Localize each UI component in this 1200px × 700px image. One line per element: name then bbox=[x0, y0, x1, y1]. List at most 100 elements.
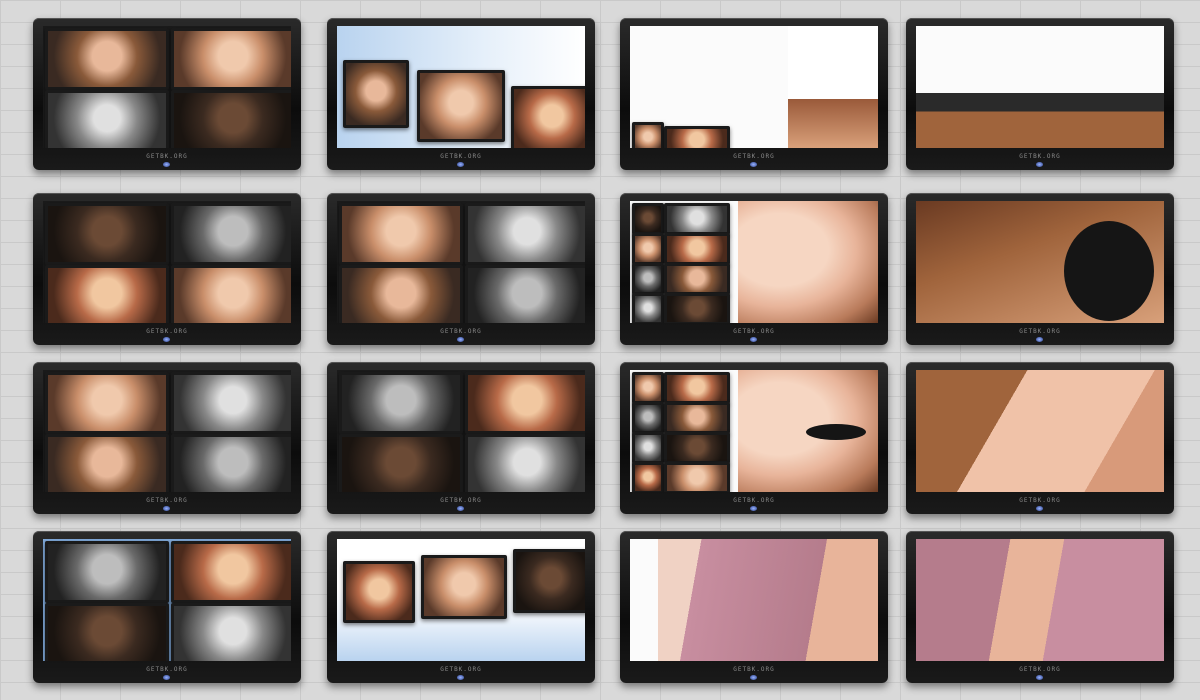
tv-monitor: GETBK.ORG bbox=[33, 531, 301, 683]
tv-monitor: GETBK.ORG bbox=[620, 193, 888, 345]
tv-screen bbox=[630, 539, 878, 661]
headphone-icon bbox=[1064, 221, 1154, 321]
tv-monitor: GETBK.ORG bbox=[327, 18, 595, 170]
tv-monitor: GETBK.ORG bbox=[33, 193, 301, 345]
video-tile bbox=[45, 541, 169, 603]
power-led-icon bbox=[750, 675, 757, 680]
video-tile bbox=[664, 263, 730, 295]
video-tile bbox=[632, 293, 664, 323]
video-tile bbox=[664, 402, 730, 434]
tv-monitor: GETBK.ORG bbox=[906, 531, 1174, 683]
video-tile bbox=[171, 603, 291, 661]
tv-screen bbox=[916, 539, 1164, 661]
video-tile bbox=[664, 462, 730, 492]
video-tile bbox=[632, 263, 664, 295]
tv-screen bbox=[337, 370, 585, 492]
video-tile bbox=[417, 70, 505, 142]
microphone-icon bbox=[806, 424, 866, 440]
power-led-icon bbox=[1036, 506, 1043, 511]
power-led-icon bbox=[163, 337, 170, 342]
tv-monitor: GETBK.ORG bbox=[327, 193, 595, 345]
tv-screen bbox=[337, 539, 585, 661]
tv-monitor: GETBK.ORG bbox=[620, 531, 888, 683]
video-tile bbox=[45, 372, 169, 434]
tv-monitor: GETBK.ORG bbox=[327, 362, 595, 514]
woman-face bbox=[788, 26, 878, 148]
video-tile bbox=[171, 541, 291, 603]
video-tile bbox=[465, 434, 585, 492]
tv-monitor: GETBK.ORG bbox=[33, 18, 301, 170]
video-tile bbox=[632, 432, 664, 464]
tv-brand-label: GETBK.ORG bbox=[733, 666, 775, 673]
tv-screen bbox=[916, 370, 1164, 492]
video-tile bbox=[632, 402, 664, 434]
tv-screen bbox=[916, 201, 1164, 323]
video-tile bbox=[171, 90, 291, 148]
tv-screen bbox=[337, 26, 585, 148]
video-tile bbox=[664, 126, 730, 148]
video-tile bbox=[664, 372, 730, 404]
sweater bbox=[916, 539, 1164, 661]
video-tile bbox=[632, 233, 664, 265]
hand-on-headset bbox=[916, 370, 1164, 492]
video-tile bbox=[45, 90, 169, 148]
video-tile bbox=[632, 203, 664, 235]
video-tile bbox=[465, 265, 585, 323]
power-led-icon bbox=[163, 506, 170, 511]
power-led-icon bbox=[1036, 675, 1043, 680]
video-tile bbox=[45, 603, 169, 661]
tv-monitor: GETBK.ORG bbox=[906, 18, 1174, 170]
tv-screen bbox=[916, 26, 1164, 148]
video-tile bbox=[632, 122, 664, 148]
tv-brand-label: GETBK.ORG bbox=[146, 497, 188, 504]
tv-brand-label: GETBK.ORG bbox=[1019, 666, 1061, 673]
video-tile bbox=[343, 60, 409, 128]
tv-monitor: GETBK.ORG bbox=[620, 362, 888, 514]
power-led-icon bbox=[163, 162, 170, 167]
tv-screen bbox=[630, 26, 878, 148]
woman-face bbox=[738, 201, 878, 323]
tv-brand-label: GETBK.ORG bbox=[440, 666, 482, 673]
video-tile bbox=[664, 203, 730, 235]
video-tile bbox=[171, 28, 291, 90]
video-tile bbox=[632, 462, 664, 492]
power-led-icon bbox=[457, 506, 464, 511]
tv-brand-label: GETBK.ORG bbox=[146, 666, 188, 673]
tv-brand-label: GETBK.ORG bbox=[440, 328, 482, 335]
woman-face bbox=[658, 539, 878, 661]
headset-band bbox=[916, 26, 1164, 148]
tv-monitor: GETBK.ORG bbox=[906, 193, 1174, 345]
tv-brand-label: GETBK.ORG bbox=[733, 328, 775, 335]
tv-monitor: GETBK.ORG bbox=[906, 362, 1174, 514]
video-tile bbox=[632, 372, 664, 404]
power-led-icon bbox=[1036, 337, 1043, 342]
tv-brand-label: GETBK.ORG bbox=[1019, 328, 1061, 335]
tv-screen bbox=[630, 370, 878, 492]
video-tile bbox=[664, 293, 730, 323]
video-tile bbox=[171, 372, 291, 434]
video-tile bbox=[339, 265, 463, 323]
tv-screen bbox=[43, 201, 291, 323]
video-tile bbox=[513, 549, 585, 613]
video-tile bbox=[339, 434, 463, 492]
hair-headset bbox=[916, 201, 1164, 323]
power-led-icon bbox=[457, 337, 464, 342]
power-led-icon bbox=[1036, 162, 1043, 167]
video-tile bbox=[511, 86, 585, 148]
tv-screen bbox=[630, 201, 878, 323]
power-led-icon bbox=[457, 162, 464, 167]
video-tile bbox=[664, 432, 730, 464]
power-led-icon bbox=[457, 675, 464, 680]
video-tile bbox=[45, 203, 169, 265]
video-tile bbox=[465, 203, 585, 265]
tv-monitor: GETBK.ORG bbox=[33, 362, 301, 514]
tv-screen bbox=[43, 26, 291, 148]
tv-monitor: GETBK.ORG bbox=[620, 18, 888, 170]
video-tile bbox=[339, 372, 463, 434]
video-tile bbox=[45, 434, 169, 492]
tv-screen bbox=[43, 539, 291, 661]
tv-brand-label: GETBK.ORG bbox=[146, 328, 188, 335]
tv-brand-label: GETBK.ORG bbox=[733, 497, 775, 504]
video-tile bbox=[339, 203, 463, 265]
